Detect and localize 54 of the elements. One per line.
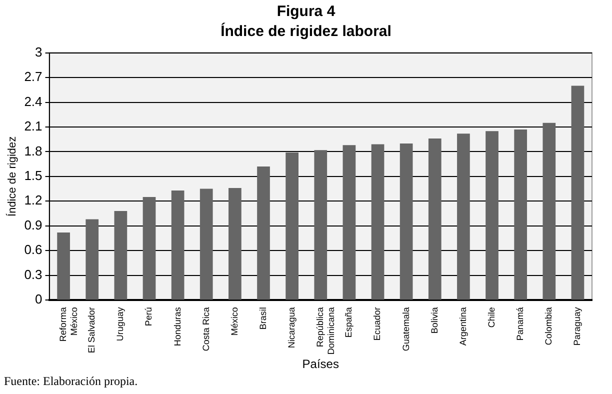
y-tick-label: 2.7 — [24, 69, 42, 84]
bar — [257, 166, 270, 300]
y-tick-label: 2.4 — [24, 94, 42, 109]
bar — [457, 134, 470, 300]
y-tick-label: 1.2 — [24, 192, 42, 208]
x-tick-label: Brasil — [258, 307, 268, 330]
x-tick-label: Costa Rica — [200, 307, 211, 352]
x-tick-label: Honduras — [172, 306, 182, 346]
bar — [571, 86, 584, 300]
x-tick-label: Reforma México — [58, 307, 79, 342]
bar — [342, 145, 356, 300]
x-tick-label: El Salvador — [86, 307, 97, 354]
bar — [486, 131, 498, 300]
bar — [371, 144, 384, 300]
y-axis-title: Índice de rigidez — [6, 136, 19, 216]
y-tick-label: 0.3 — [24, 266, 42, 282]
x-tick-label: Perú — [144, 307, 154, 326]
x-tick-label: Uruguay — [115, 306, 126, 342]
bar — [142, 197, 156, 300]
bar — [542, 122, 556, 300]
x-tick-label: Panamá — [515, 307, 526, 341]
y-tick-label: 1.8 — [24, 143, 42, 158]
y-tick-label: 3 — [35, 44, 42, 60]
chart-title: Figura 4 — [276, 2, 336, 22]
y-tick-label: 0.6 — [24, 242, 42, 258]
x-tick-label: Guatemala — [400, 307, 411, 352]
bar — [228, 188, 242, 300]
bar — [86, 219, 99, 300]
bar — [400, 143, 413, 300]
bar — [200, 188, 213, 300]
y-tick-label: 0.9 — [24, 217, 42, 232]
x-tick-label: Argentina — [458, 307, 468, 346]
source-note: Fuente: Elaboración propia. — [4, 374, 139, 389]
bar — [171, 190, 184, 300]
x-tick-label: España — [344, 307, 354, 338]
x-tick-label: Colombia — [544, 307, 554, 346]
bar — [114, 211, 128, 300]
x-tick-label: Nicaragua — [286, 307, 297, 348]
y-tick-label: 0 — [35, 292, 42, 307]
bar — [314, 150, 328, 300]
x-axis-title: Países — [302, 357, 339, 372]
bar — [57, 232, 70, 300]
chart-subtitle: Índice de rigidez laboral — [220, 22, 392, 42]
bar — [428, 138, 442, 300]
y-tick-label: 1.5 — [24, 168, 42, 184]
bar — [514, 129, 528, 300]
x-tick-label: México — [229, 307, 240, 336]
x-tick-label: Chile — [486, 307, 497, 328]
x-tick-label: Bolivia — [429, 307, 440, 334]
bar — [286, 152, 298, 300]
y-tick-label: 2.1 — [24, 118, 42, 134]
x-tick-label: República Dominicana — [315, 307, 336, 355]
x-tick-label: Ecuador — [372, 307, 382, 341]
x-tick-label: Paraguay — [572, 306, 582, 346]
